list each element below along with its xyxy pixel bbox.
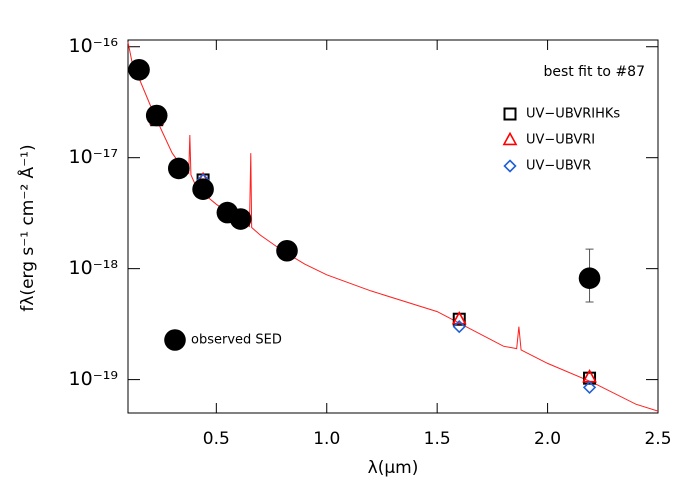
y-tick-label: 10⁻¹⁷ [69,146,118,168]
plot-frame [127,39,659,414]
data-point [583,371,597,385]
legend-label: UV−UBVRI [526,133,595,148]
y-tick-label: 10⁻¹⁸ [69,257,118,279]
chart-title: best fit to #87 [543,64,645,80]
data-point [582,380,597,395]
spectrum-line [127,42,659,412]
x-tick-label: 1.5 [424,429,451,449]
x-tick-label: 0.5 [203,429,230,449]
data-point [452,320,466,334]
data-point [451,310,467,325]
legend-marker [164,329,186,351]
y-tick-label: 10⁻¹⁹ [69,368,118,390]
x-tick-label: 1.0 [313,429,340,449]
x-axis-label: λ(μm) [368,458,419,478]
x-tick-label: 2.0 [534,429,561,449]
data-point [192,178,214,201]
data-point [578,267,601,290]
data-point [229,208,252,230]
legend-label: UV−UBVR [526,159,591,174]
data-point [167,157,190,180]
data-point [145,104,168,127]
legend-marker [503,159,517,173]
legend-label: UV−UBVRIHKs [526,107,620,122]
legend-label: observed SED [191,333,282,348]
legend-marker [502,131,518,146]
legend-marker [503,107,517,121]
y-axis-label: fλ(erg s⁻¹ cm⁻² Å⁻¹) [16,144,38,311]
data-point [128,58,150,81]
data-point [276,239,298,262]
y-tick-label: 10⁻¹⁶ [69,35,118,57]
x-tick-label: 2.5 [644,429,671,449]
